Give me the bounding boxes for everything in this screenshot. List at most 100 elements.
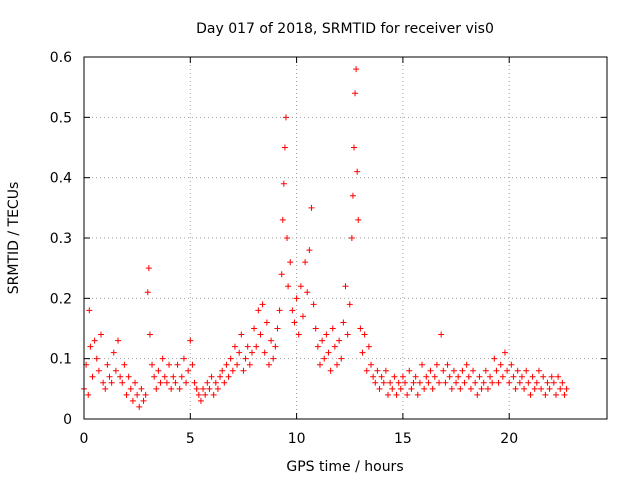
data-point (533, 379, 540, 386)
y-tick-label: 0.5 (50, 110, 72, 126)
data-point (100, 379, 107, 386)
data-point (123, 391, 130, 398)
y-tick-label: 0.6 (50, 50, 72, 66)
data-point (412, 373, 419, 380)
data-point (204, 379, 211, 386)
data-point (246, 361, 253, 368)
data-point (308, 204, 315, 211)
data-point (119, 379, 126, 386)
data-point (155, 367, 162, 374)
data-point (93, 355, 100, 362)
data-point (331, 343, 338, 350)
data-point (166, 361, 173, 368)
data-point (306, 247, 313, 254)
data-point (340, 319, 347, 326)
data-point (302, 259, 309, 266)
data-point (98, 331, 105, 338)
data-point (406, 367, 413, 374)
data-point (293, 295, 300, 302)
data-point (559, 379, 566, 386)
data-point (368, 361, 375, 368)
data-point (493, 367, 500, 374)
data-point (382, 367, 389, 374)
data-point (170, 373, 177, 380)
data-point (104, 361, 111, 368)
data-point (285, 283, 292, 290)
data-point (389, 385, 396, 392)
data-point (410, 379, 417, 386)
data-point (136, 403, 143, 410)
data-point (552, 391, 559, 398)
data-point (287, 259, 294, 266)
data-point (491, 355, 498, 362)
data-point (319, 337, 326, 344)
data-point (129, 397, 136, 404)
data-point (404, 391, 411, 398)
data-point (504, 367, 511, 374)
data-point (263, 319, 270, 326)
data-point (280, 180, 287, 187)
data-point (178, 373, 185, 380)
data-point (259, 301, 266, 308)
data-point (253, 343, 260, 350)
data-point (529, 373, 536, 380)
data-point (112, 367, 119, 374)
data-point (374, 367, 381, 374)
data-point (146, 331, 153, 338)
data-point (508, 361, 515, 368)
data-point (380, 379, 387, 386)
data-point (255, 307, 262, 314)
data-point (91, 337, 98, 344)
data-point (363, 367, 370, 374)
data-point (278, 271, 285, 278)
data-point (355, 216, 362, 223)
data-point (85, 391, 92, 398)
data-point (550, 379, 557, 386)
data-point (478, 385, 485, 392)
data-point (385, 391, 392, 398)
data-point (86, 307, 93, 314)
data-point (459, 367, 466, 374)
data-point (295, 331, 302, 338)
data-point (151, 373, 158, 380)
data-point (125, 373, 132, 380)
data-point (450, 367, 457, 374)
data-point (393, 391, 400, 398)
y-tick-label: 0.4 (50, 171, 72, 187)
data-point (227, 355, 234, 362)
data-point (195, 391, 202, 398)
data-point (472, 379, 479, 386)
data-point (548, 373, 555, 380)
data-point (489, 379, 496, 386)
data-point (476, 373, 483, 380)
data-point (501, 349, 508, 356)
data-point (523, 367, 530, 374)
data-point (229, 367, 236, 374)
data-point (351, 144, 358, 151)
data-point (142, 391, 149, 398)
data-point (421, 385, 428, 392)
data-point (153, 385, 160, 392)
data-point (544, 379, 551, 386)
data-point (408, 385, 415, 392)
data-point (535, 367, 542, 374)
data-point (325, 349, 332, 356)
data-point (357, 325, 364, 332)
data-point (349, 192, 356, 199)
data-point (316, 361, 323, 368)
data-point (193, 385, 200, 392)
data-point (427, 367, 434, 374)
data-point (279, 216, 286, 223)
data-point (438, 331, 445, 338)
data-point (370, 373, 377, 380)
data-point (197, 397, 204, 404)
data-point (429, 385, 436, 392)
data-point (115, 337, 122, 344)
data-point (240, 367, 247, 374)
data-point (236, 349, 243, 356)
data-point (145, 265, 152, 272)
data-point (444, 361, 451, 368)
data-point (361, 331, 368, 338)
data-point (378, 373, 385, 380)
